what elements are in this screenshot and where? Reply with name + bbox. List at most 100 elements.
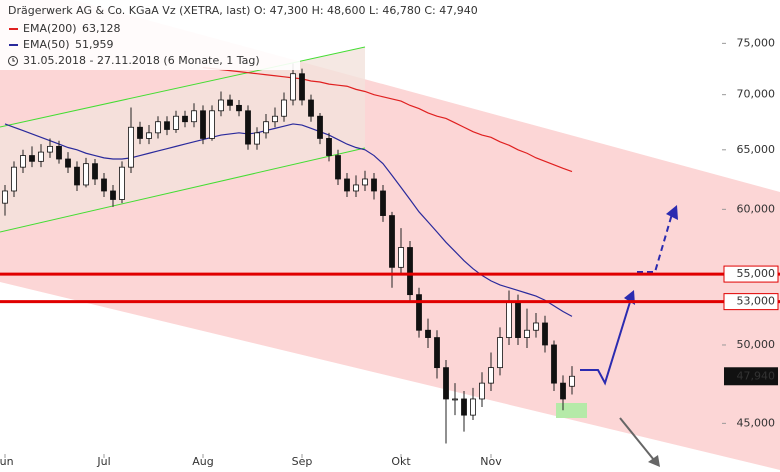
candle-body xyxy=(371,178,377,192)
candle-body xyxy=(461,398,467,416)
legend-background xyxy=(0,0,300,70)
candle-body xyxy=(101,178,107,192)
clock-icon xyxy=(8,56,18,66)
candle-body xyxy=(137,126,143,139)
candle-body xyxy=(506,301,512,338)
candle-body xyxy=(209,110,215,139)
candle-body xyxy=(380,190,386,216)
candle-body xyxy=(263,121,269,134)
candle-body xyxy=(398,247,404,268)
candle-body xyxy=(191,110,197,123)
support-zone xyxy=(556,403,587,418)
candle-body xyxy=(164,121,170,130)
candle-body xyxy=(47,145,53,153)
last-price-label: 47,940 xyxy=(737,369,776,382)
candle-body xyxy=(434,337,440,369)
legend-value: 51,959 xyxy=(75,38,114,51)
rising-channel xyxy=(0,47,365,232)
candle-body xyxy=(335,155,341,180)
forecast-arrow-dashed xyxy=(637,213,673,273)
candle-body xyxy=(146,132,152,139)
candle-body xyxy=(83,163,89,186)
legend-label: EMA(50) xyxy=(23,38,70,51)
ema-line xyxy=(4,123,573,317)
legend-value: 63,128 xyxy=(82,22,121,35)
candle-body xyxy=(245,110,251,145)
candle-body xyxy=(497,337,503,369)
y-tick-label: 70,000 xyxy=(737,88,776,101)
candle-body xyxy=(443,367,449,400)
plot xyxy=(2,63,575,444)
candle-body xyxy=(2,190,8,204)
candle-body xyxy=(272,115,278,123)
x-tick-label: Aug xyxy=(192,455,213,468)
level-label-box xyxy=(723,265,779,283)
x-tick-label: Okt xyxy=(391,455,411,468)
arrow-head xyxy=(648,455,660,467)
channel-line xyxy=(0,46,366,128)
channel-line xyxy=(0,147,366,233)
candle-body xyxy=(362,178,368,186)
candle-body xyxy=(227,99,233,106)
candle-body xyxy=(569,375,575,387)
candle-body xyxy=(389,215,395,268)
candle-body xyxy=(542,322,548,346)
candle-body xyxy=(20,155,26,168)
candle-body xyxy=(416,294,422,331)
candle-body xyxy=(407,247,413,296)
candle-body xyxy=(524,329,530,338)
candle-body xyxy=(173,115,179,130)
candle-body xyxy=(155,121,161,134)
clock-hands xyxy=(12,58,15,62)
candle-body xyxy=(281,99,287,117)
y-tick-label: 45,000 xyxy=(737,416,776,429)
candle-body xyxy=(29,155,35,162)
down-arrow xyxy=(619,417,655,461)
candle-body xyxy=(479,382,485,400)
candle-body xyxy=(308,99,314,117)
y-tick-label: 65,000 xyxy=(737,143,776,156)
level-label: 53,000 xyxy=(737,295,776,308)
forecast-arrow xyxy=(580,301,631,386)
candle-body xyxy=(128,126,134,168)
x-tick-label: Nov xyxy=(480,455,502,468)
candle-body xyxy=(344,178,350,192)
candle-body xyxy=(317,115,323,139)
candle-body xyxy=(560,382,566,400)
level-label: 55,000 xyxy=(737,267,776,280)
candle-body xyxy=(452,398,458,401)
candle-body xyxy=(110,190,116,200)
candle-body xyxy=(65,158,71,168)
candle-body xyxy=(299,73,305,101)
candle-body xyxy=(533,322,539,331)
candle-body xyxy=(254,132,260,145)
candle-body xyxy=(425,329,431,338)
x-tick-label: Jul xyxy=(96,455,110,468)
candle-body xyxy=(119,166,125,200)
candle-body xyxy=(218,99,224,112)
candle-body xyxy=(236,104,242,112)
candle-body xyxy=(92,163,98,180)
candle-body xyxy=(56,145,62,160)
candle-body xyxy=(326,138,332,156)
candle-body xyxy=(74,166,80,186)
candle-body xyxy=(200,110,206,139)
last-price-box xyxy=(724,367,778,386)
legend: Drägerwerk AG & Co. KGaA Vz (XETRA, last… xyxy=(0,0,478,70)
ema-line xyxy=(202,66,573,173)
candle-body xyxy=(11,166,17,192)
candle-body xyxy=(551,344,557,384)
candle-body xyxy=(470,398,476,416)
candle-body xyxy=(488,367,494,384)
candle-body xyxy=(182,115,188,123)
candle-body xyxy=(515,301,521,338)
level-label-box xyxy=(723,293,779,311)
candle-body xyxy=(290,73,296,101)
chart-title: Drägerwerk AG & Co. KGaA Vz (XETRA, last… xyxy=(8,4,478,17)
date-range: 31.05.2018 - 27.11.2018 (6 Monate, 1 Tag… xyxy=(23,54,260,67)
y-tick-label: 60,000 xyxy=(737,202,776,215)
x-tick-label: Sep xyxy=(292,455,313,468)
x-tick-label: Jun xyxy=(0,455,14,468)
legend-label: EMA(200) xyxy=(23,22,77,35)
